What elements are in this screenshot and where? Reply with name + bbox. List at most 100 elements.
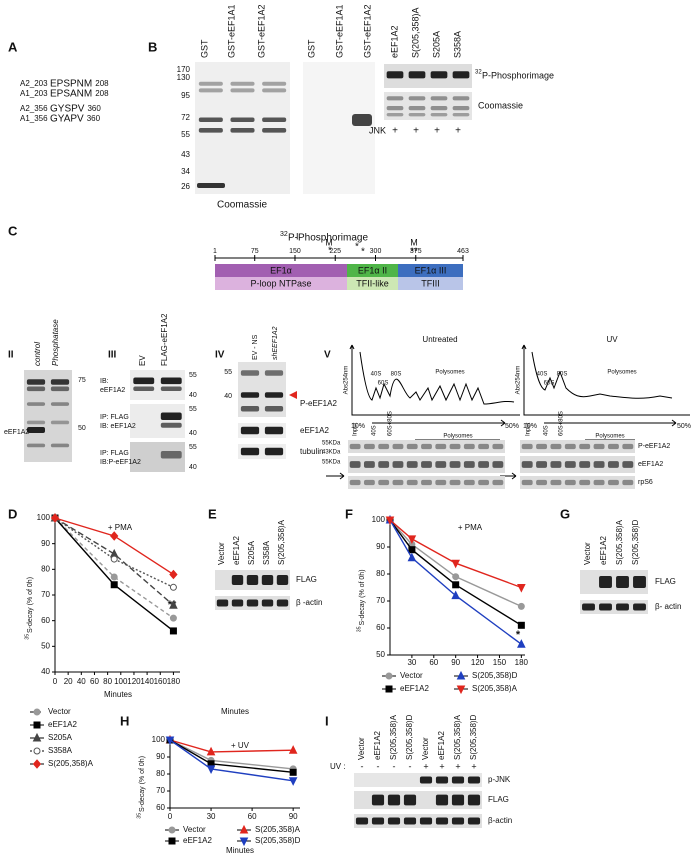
band: [262, 117, 287, 123]
band: [264, 426, 284, 435]
x-tick-label: 80: [103, 677, 112, 686]
band: [536, 461, 548, 468]
band: [452, 113, 470, 117]
band: [230, 128, 255, 133]
marker: [110, 573, 118, 581]
band: [452, 96, 470, 101]
band: [633, 576, 646, 588]
band: [262, 81, 287, 86]
band: [478, 479, 490, 486]
seq-id: A2_356: [20, 104, 48, 113]
panel-label: E: [208, 506, 217, 521]
band: [349, 443, 361, 450]
y-label-sup: 35: [136, 813, 142, 819]
band: [521, 479, 533, 486]
marker: [452, 581, 460, 589]
lane-label: S(205,358)D: [469, 714, 478, 760]
band: [430, 96, 448, 101]
band: [622, 461, 634, 468]
lane-label: Phosphatase: [51, 319, 60, 366]
blot-label: FLAG: [488, 795, 509, 804]
lane-label: S(205,358)A: [389, 714, 398, 760]
series-line: [389, 519, 522, 608]
site-star: *: [328, 246, 332, 257]
blot-label: IP: FLAG: [100, 450, 129, 457]
band: [616, 603, 629, 611]
band: [230, 88, 255, 93]
ruler-label: 1: [213, 248, 217, 255]
mw-marker: 50: [78, 425, 86, 432]
lane-label: 60S+80S: [559, 411, 565, 436]
lane-label: S(205,358)A: [277, 519, 286, 565]
y-tick-label: 70: [41, 590, 50, 599]
band: [378, 443, 390, 450]
lane-label: Input: [353, 422, 359, 436]
marker: [385, 516, 395, 526]
band: [492, 443, 504, 450]
band-pointer: [289, 391, 297, 399]
marker: [110, 531, 119, 541]
band: [231, 599, 244, 607]
peak-label: 60S: [378, 381, 389, 387]
ruler-label: 300: [370, 248, 382, 255]
peak-label: Polysomes: [607, 370, 636, 376]
band: [133, 377, 155, 385]
marker: [517, 639, 526, 648]
band: [387, 817, 401, 825]
band: [240, 447, 260, 456]
mw-marker: 55: [181, 130, 190, 139]
band: [599, 576, 612, 588]
domain-name: EF1α: [270, 265, 292, 275]
gradient-label: 10%: [523, 423, 537, 430]
lane-label: eEF1A2: [389, 25, 399, 58]
y-tick-label: 100: [152, 735, 166, 744]
blot-label: FLAG: [655, 577, 676, 586]
band: [406, 443, 418, 450]
band: [607, 443, 619, 450]
band: [449, 443, 461, 450]
band: [160, 386, 182, 391]
mw-marker: 26: [181, 182, 190, 191]
band: [392, 443, 404, 450]
blot-label: eEF1A2: [100, 387, 125, 394]
seq-end: 360: [87, 114, 101, 123]
band: [378, 461, 390, 468]
band: [435, 776, 449, 784]
peak-label: 60S: [544, 381, 555, 387]
band: [50, 402, 70, 406]
band: [467, 817, 481, 825]
band: [246, 575, 259, 585]
profile-curve: [359, 351, 515, 405]
band: [579, 479, 591, 486]
mw-marker: 34: [181, 167, 190, 176]
band-arrow: [326, 472, 517, 480]
band: [492, 461, 504, 468]
band: [564, 461, 576, 468]
lane-label: Vector: [421, 737, 430, 760]
legend-marker: [385, 685, 393, 693]
band: [421, 479, 432, 486]
treatment-sign: +: [423, 761, 428, 771]
lane-label: GST-eEF1A1: [334, 4, 344, 58]
band: [262, 128, 287, 133]
ruler-label: 150: [289, 248, 301, 255]
legend-label: eEF1A2: [48, 720, 77, 729]
band: [421, 461, 432, 468]
series-line: [54, 517, 174, 606]
blot: [354, 814, 482, 828]
legend-marker: [168, 826, 176, 834]
band: [386, 71, 404, 79]
band: [593, 479, 605, 486]
lane-label: S(205,358)D: [631, 519, 640, 565]
marker: [407, 535, 417, 545]
chart-title: + PMA: [458, 523, 483, 532]
y-label-sup: 35: [24, 634, 30, 640]
band: [197, 183, 225, 188]
band: [386, 113, 404, 117]
peak-label: 40S: [537, 372, 548, 378]
lane-label: EV: [138, 355, 147, 366]
sub-label: III: [108, 350, 117, 361]
marker: [50, 513, 60, 523]
treatment-sign: +: [392, 126, 398, 137]
marker: [169, 569, 178, 580]
